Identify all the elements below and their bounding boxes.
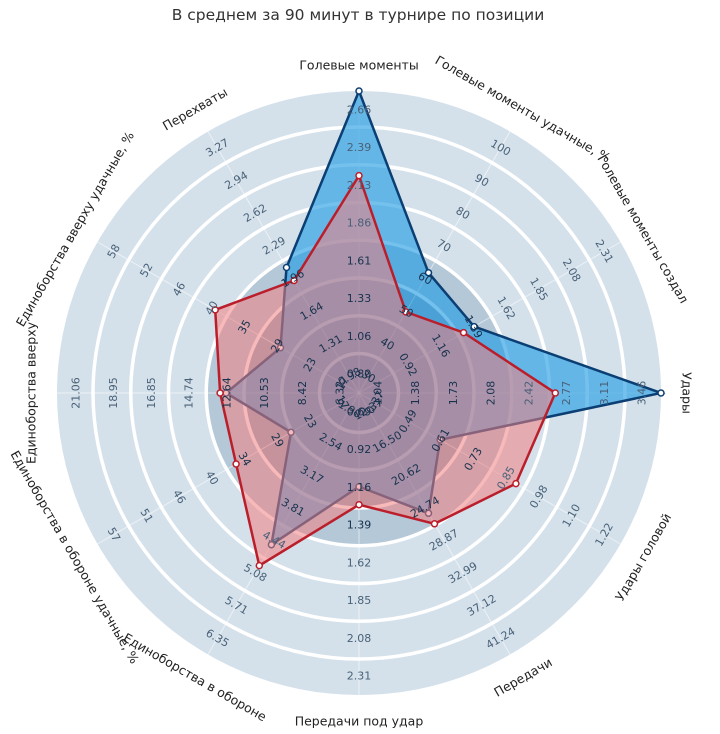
tick-label: 6.32	[334, 381, 347, 406]
tick-label: 0.69	[347, 405, 372, 418]
axis-title: Голевые моменты	[299, 58, 418, 73]
tick-label: 3.11	[598, 381, 611, 406]
series-point-red	[355, 171, 363, 180]
series-point-blue	[282, 263, 291, 272]
tick-label: 17	[334, 374, 352, 393]
tick-label: 0.80	[347, 368, 372, 381]
tick-label: 1.06	[347, 330, 372, 343]
series-point-blue	[657, 389, 665, 397]
tick-label: 2.08	[347, 632, 372, 645]
tick-label: 80	[453, 204, 472, 222]
tick-label: 90	[472, 171, 491, 189]
tick-label: 29	[268, 431, 286, 450]
tick-label: 2.42	[522, 381, 535, 406]
tick-label: 1.61	[347, 254, 372, 267]
tick-label: 1.85	[347, 594, 372, 607]
tick-label: 40	[203, 299, 221, 318]
tick-label: 2.77	[560, 381, 573, 406]
series-point-blue	[424, 268, 433, 277]
tick-label: 1.73	[447, 381, 460, 406]
series-point-red	[211, 306, 219, 314]
tick-label: 12.64	[220, 377, 233, 409]
tick-label: 70	[435, 237, 454, 255]
series-point-red	[290, 276, 298, 285]
tick-label: 2.39	[347, 141, 372, 154]
series-point-blue	[470, 322, 478, 331]
tick-label: 46	[170, 280, 188, 299]
tick-label: 18.95	[107, 377, 120, 409]
tick-label: 23	[301, 412, 319, 431]
series-point-red	[402, 308, 410, 316]
tick-label: 3.46	[636, 381, 649, 406]
tick-label: 1.04	[371, 381, 384, 406]
tick-label: 2.31	[347, 670, 372, 683]
tick-label: 58	[105, 242, 123, 261]
tick-label: 60	[416, 269, 435, 287]
tick-label: 17	[334, 393, 352, 412]
tick-label: 2.08	[485, 381, 498, 406]
tick-label: 1.33	[347, 292, 372, 305]
series-point-red	[459, 328, 468, 337]
tick-label: 1.38	[409, 381, 422, 406]
series-point-red	[232, 460, 240, 468]
tick-label: 1.16	[347, 481, 372, 494]
tick-label: 2.66	[347, 103, 372, 116]
tick-label: 1.86	[347, 217, 372, 230]
tick-label: 57	[105, 525, 123, 544]
series-point-red	[255, 561, 264, 570]
axis-title: Единоборства вверху	[24, 321, 39, 464]
tick-label: 50	[397, 302, 416, 320]
axis-title: Удары	[680, 372, 695, 414]
series-point-blue	[355, 87, 363, 95]
series-point-red	[216, 389, 224, 397]
tick-label: 2.13	[347, 179, 372, 192]
tick-label: 16.85	[145, 377, 158, 409]
tick-label: 8.42	[296, 381, 309, 406]
tick-label: 40	[203, 469, 221, 488]
series-point-red	[355, 500, 363, 509]
tick-label: 51	[137, 506, 155, 525]
series-point-red	[430, 520, 439, 528]
tick-label: 46	[170, 487, 188, 506]
tick-label: 0.92	[347, 443, 372, 456]
tick-label: 23	[301, 355, 319, 374]
tick-label: 52	[137, 261, 155, 280]
axis-title: Передачи под удар	[295, 714, 424, 729]
axis-title: Передачи	[491, 654, 554, 699]
tick-label: 30	[359, 368, 378, 386]
tick-label: 29	[268, 336, 286, 355]
radar-series-layer	[211, 87, 666, 570]
tick-label: 21.06	[69, 377, 82, 409]
tick-label: 14.74	[183, 377, 196, 409]
chart-title: В среднем за 90 минут в турнире по позиц…	[172, 6, 545, 24]
tick-label: 1.39	[347, 519, 372, 532]
tick-label: 10.53	[258, 377, 271, 409]
tick-label: 40	[378, 335, 397, 353]
tick-label: 1.62	[347, 556, 372, 569]
series-point-red	[551, 389, 560, 397]
tick-label: 34	[235, 450, 253, 469]
tick-label: 35	[235, 318, 253, 337]
series-point-red	[512, 479, 520, 488]
